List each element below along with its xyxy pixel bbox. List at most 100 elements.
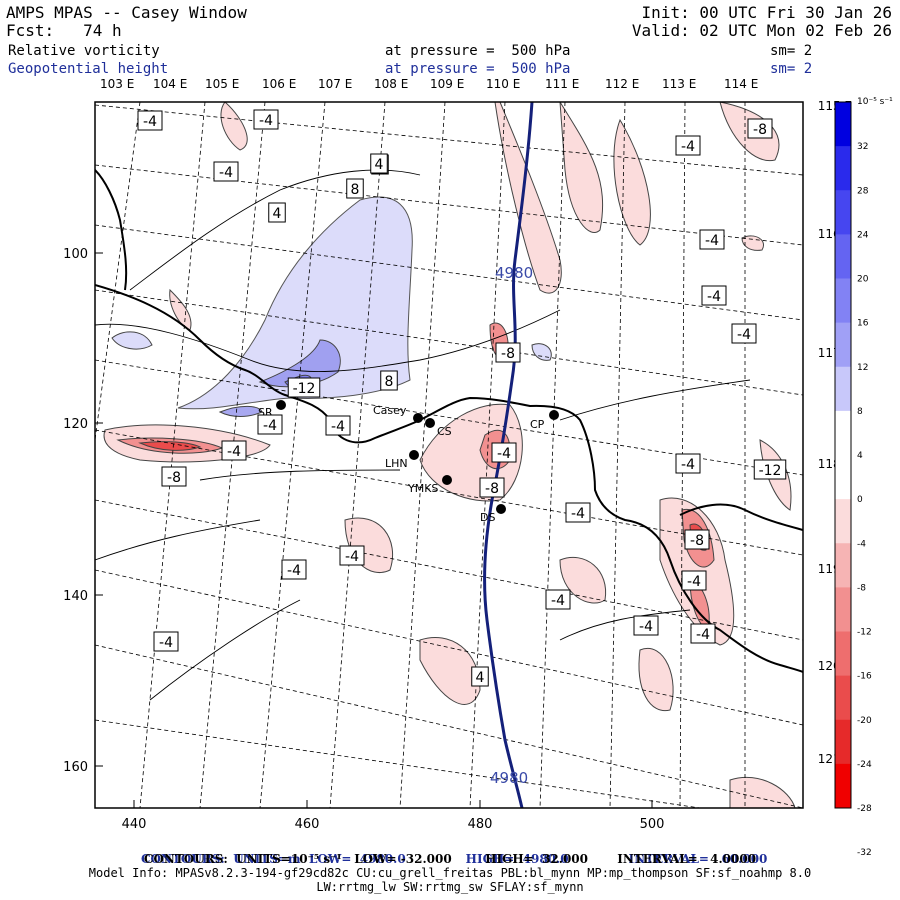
colorbar-swatch [835,543,851,588]
colorbar-swatch [835,631,851,677]
colorbar-label: -20 [857,716,872,726]
station-label-lhn: LHN [385,457,408,470]
vorticity-contour-label: -12 [293,381,316,397]
longitude-label: 108 E [374,77,409,91]
colorbar-swatch [835,366,851,412]
colorbar-swatch [835,410,851,456]
vorticity-contour-label: -4 [331,419,345,435]
plot-frame [94,101,804,809]
coastline [95,284,803,673]
footer-height-contours: CONTOURS: UNITS=m LOW= 4980.0 HIGH= 4980.… [0,838,900,866]
field1-level: at pressure = 500 hPa [385,43,571,59]
colorbar-swatch [835,455,851,500]
vorticity-label-box [281,559,307,580]
colorbar-swatch [835,675,851,721]
vorticity-contour-label: -4 [737,327,751,343]
colorbar-label: 12 [857,363,868,373]
colorbar-label: -8 [857,583,866,593]
vorticity-contour-label: -8 [167,470,181,486]
vorticity-contour-label: -8 [485,481,499,497]
vorticity-label-box [370,153,388,174]
vorticity-label-box [495,342,521,363]
vorticity-label-box [325,415,351,436]
vorticity-contour-label: -4 [705,233,719,249]
vorticity-contour-label: -4 [571,506,585,522]
vorticity-label-box [701,285,727,306]
colorbar-label: 16 [857,319,869,329]
vorticity-contour-label: -8 [501,346,515,362]
field2-smooth: sm= 2 [770,61,813,77]
vorticity-contour-label: -4 [687,574,701,590]
vorticity-label-box [491,442,517,463]
vorticity-contour-label: 4 [476,670,485,686]
plot-title: AMPS MPAS -- Casey Window [6,3,247,22]
vorticity-label-box [153,631,179,652]
x-tick-440: 440 [122,817,147,832]
footer-height-interval: INTERVAL= 60.000 [628,852,768,866]
vorticity-contour-label: 4 [375,157,384,173]
vorticity-label-box [161,466,187,487]
vorticity-label-box [731,323,757,344]
colorbar-label: 0 [857,495,863,505]
vorticity-contour-label: -4 [159,635,173,651]
longitude-label: 111 E [545,77,580,91]
colorbar-swatch [835,763,851,809]
vorticity-label-box [681,570,707,591]
colorbar-swatch [835,587,851,632]
colorbar-swatch [835,146,851,191]
vorticity-positive-region [177,196,413,410]
vorticity-label-box [747,118,773,139]
footer-height-high: HIGH= 4980.0 [465,852,569,866]
longitude-label: 104 E [153,77,188,91]
height-contour-label: 4980 [495,264,533,282]
vorticity-contour-label: -8 [690,533,704,549]
vorticity-contour-label: -4 [345,549,359,565]
valid-time: Valid: 02 UTC Mon 02 Feb 26 [631,21,892,40]
y-tick-140: 140 [63,589,88,604]
colorbar-swatch [835,278,851,324]
colorbar-swatch [835,102,851,147]
longitude-label: 114 E [724,77,759,91]
x-tick-460: 460 [295,817,320,832]
colorbar: 32 28 24 20 16 12 8 4 0 -4 -8 -12 -16 -20 -24 -28 -32 [834,101,872,858]
vorticity-contour-label: 8 [351,182,360,198]
vorticity-label-box [675,453,701,474]
colorbar-label: -28 [857,804,872,814]
vorticity-contour-label: -4 [263,418,277,434]
vorticity-contour-label: -8 [753,122,767,138]
vorticity-label-box [684,529,710,550]
vorticity-label-box [253,109,279,130]
vorticity-contour-label: -4 [707,289,721,305]
vorticity-label-box [221,440,247,461]
vorticity-label-box [471,666,489,687]
vorticity-label-box [545,589,571,610]
longitude-label: 107 E [318,77,353,91]
colorbar-label: 28 [857,186,869,196]
colorbar-swatch [835,719,851,765]
vorticity-label-box [287,377,321,398]
station-label-ds: DS [480,511,495,524]
vorticity-label-box [137,110,163,131]
height-contour-label: 4980 [490,769,528,787]
vorticity-label-box [753,459,787,480]
colorbar-label: -4 [857,539,866,549]
colorbar-swatch [835,234,851,279]
vorticity-contour-label: -4 [551,593,565,609]
station-label-ymks: YMKS [407,482,438,495]
vorticity-contour-label: -4 [497,446,511,462]
colorbar-label: -32 [857,848,872,858]
vorticity-label-box [380,370,398,391]
station-label-cs: CS [437,425,452,438]
vorticity-contour-label: -4 [696,627,710,643]
x-tick-500: 500 [640,817,665,832]
vorticity-contour-label: 4 [273,206,282,222]
colorbar-label: 20 [857,275,869,285]
forecast-hour: Fcst: 74 h [6,21,122,40]
station-label-cp: CP [530,418,545,431]
longitude-label: 105 E [205,77,240,91]
vorticity-label-box [268,202,286,223]
longitude-label: 109 E [430,77,465,91]
vorticity-label-box [479,477,505,498]
vorticity-label-box [257,414,283,435]
